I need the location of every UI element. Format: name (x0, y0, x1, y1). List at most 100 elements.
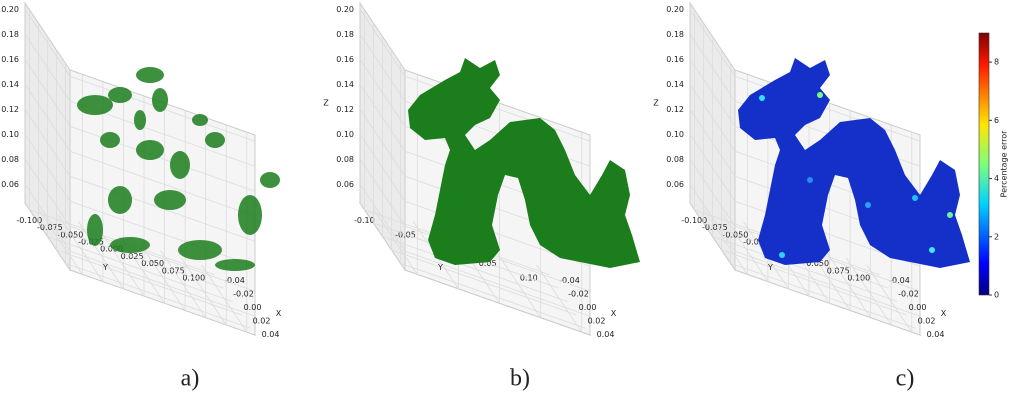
colorbar-tick-label: 8 (994, 58, 999, 67)
z-tick-label: 0.16 (336, 55, 354, 64)
z-tick-label: 0.12 (666, 105, 684, 114)
point-cluster (110, 237, 150, 253)
error-spot (929, 247, 935, 253)
point-cluster (136, 67, 164, 83)
x-tick-label: -0.02 (568, 290, 589, 299)
point-cluster (108, 87, 132, 103)
z-tick-label: 0.20 (666, 5, 684, 14)
grid-line (372, 74, 418, 276)
x-tick-label: -0.02 (233, 290, 254, 299)
grid-line (689, 159, 921, 292)
grid-line (689, 134, 921, 267)
point-cluster (178, 240, 222, 260)
error-spot (865, 202, 871, 208)
z-tick-label: 0.08 (336, 155, 354, 164)
grid-line (24, 159, 256, 292)
point-cluster (260, 172, 280, 188)
y-tick-label: 0.000 (100, 245, 123, 254)
z-tick-label: 0.16 (666, 55, 684, 64)
grid-line (56, 49, 242, 316)
x-tick-label: 0.00 (909, 303, 927, 312)
point-cluster (134, 110, 146, 130)
panel: -0.10-0.050.000.050.10-0.04-0.020.000.02… (323, 1, 640, 339)
z-tick-label: 0.08 (666, 155, 684, 164)
z-tick-label: 0.18 (1, 30, 19, 39)
colorbar-tick-label: 6 (994, 116, 999, 125)
panel: -0.100-0.075-0.050-0.0250.0000.0250.0500… (653, 1, 970, 339)
x-axis-label: X (276, 309, 282, 318)
point-cluster (100, 132, 120, 148)
point-cluster (77, 95, 113, 115)
point-cluster (205, 132, 225, 148)
grid-line (722, 81, 769, 283)
z-tick-label: 0.20 (1, 5, 19, 14)
x-tick-label: 0.04 (927, 330, 945, 339)
x-axis-label: X (611, 309, 617, 318)
x-tick-label: 0.02 (588, 316, 606, 325)
panel: -0.100-0.075-0.050-0.0250.0000.0250.0500… (1, 1, 282, 339)
x-tick-label: -0.04 (224, 276, 245, 285)
panel-label: b) (510, 366, 530, 392)
grid-line (24, 84, 256, 217)
z-tick-label: 0.14 (336, 80, 354, 89)
z-tick-label: 0.06 (1, 180, 19, 189)
z-tick-label: 0.06 (336, 180, 354, 189)
z-tick-label: 0.18 (336, 30, 354, 39)
y-tick-label: 0.10 (520, 274, 538, 283)
colorbar-tick-label: 2 (994, 232, 999, 241)
point-cluster (136, 140, 164, 160)
z-axis-label: Z (323, 99, 329, 108)
y-tick-label: 0.075 (162, 266, 185, 275)
grid-line (29, 9, 215, 276)
point-cluster (152, 88, 168, 112)
y-tick-label: 0.075 (827, 266, 850, 275)
z-tick-label: 0.20 (336, 5, 354, 14)
grid-line (721, 49, 907, 316)
error-spot (947, 212, 953, 218)
error-spot (779, 252, 785, 258)
x-tick-label: -0.02 (898, 290, 919, 299)
z-tick-label: 0.08 (1, 155, 19, 164)
y-tick-label: -0.050 (58, 230, 84, 239)
grid-line (37, 74, 83, 276)
grid-line (119, 103, 165, 305)
y-tick-label: -0.050 (723, 230, 749, 239)
point-cluster (215, 259, 255, 271)
z-tick-label: 0.14 (666, 80, 684, 89)
error-spot (759, 95, 765, 101)
y-tick-label: -0.075 (37, 223, 63, 232)
grid-line (47, 36, 233, 302)
grid-line (24, 184, 256, 317)
grid-line (689, 184, 921, 317)
y-tick-label: 0.025 (121, 252, 144, 261)
x-tick-label: 0.04 (597, 330, 615, 339)
grid-line (98, 96, 145, 298)
x-tick-label: 0.02 (253, 316, 271, 325)
y-axis-label: Y (102, 263, 108, 272)
grid-line (703, 23, 889, 289)
error-spot (817, 92, 823, 98)
y-tick-label: -0.075 (702, 223, 728, 232)
y-tick-label: 0.100 (182, 274, 205, 283)
grid-line (400, 63, 586, 329)
grid-line (712, 36, 898, 302)
z-tick-label: 0.10 (336, 130, 354, 139)
x-axis-label: X (941, 309, 947, 318)
x-tick-label: -0.04 (889, 276, 910, 285)
z-tick-label: 0.14 (1, 80, 19, 89)
x-tick-label: 0.00 (244, 303, 262, 312)
z-tick-label: 0.06 (666, 180, 684, 189)
point-cluster (87, 214, 103, 246)
y-axis-label: Y (437, 263, 443, 272)
grid-line (180, 124, 227, 327)
grid-line (160, 117, 207, 319)
point-cluster (154, 190, 186, 210)
grid-line (689, 109, 921, 242)
y-tick-label: -0.025 (743, 238, 769, 247)
colorbar (978, 32, 990, 296)
grid-line (24, 34, 256, 167)
grid-line (391, 49, 577, 316)
z-tick-label: 0.18 (666, 30, 684, 39)
grid-line (373, 23, 559, 289)
point-cluster (170, 151, 190, 179)
